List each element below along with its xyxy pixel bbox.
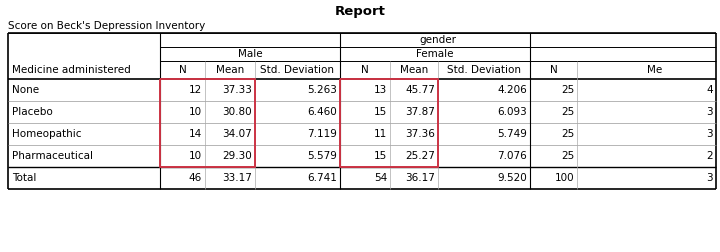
Text: 46: 46 bbox=[189, 173, 202, 183]
Text: 36.17: 36.17 bbox=[405, 173, 435, 183]
Text: 37.33: 37.33 bbox=[222, 85, 252, 95]
Text: 25: 25 bbox=[561, 129, 574, 139]
Text: 3: 3 bbox=[706, 173, 713, 183]
Text: 5.263: 5.263 bbox=[307, 85, 337, 95]
Text: 25.27: 25.27 bbox=[405, 151, 435, 161]
Text: 5.579: 5.579 bbox=[307, 151, 337, 161]
Text: 12: 12 bbox=[189, 85, 202, 95]
Text: Total: Total bbox=[12, 173, 37, 183]
Text: 5.749: 5.749 bbox=[497, 129, 527, 139]
Text: 6.741: 6.741 bbox=[307, 173, 337, 183]
Text: Male: Male bbox=[238, 49, 262, 59]
Text: N: N bbox=[549, 65, 557, 75]
Text: Mean: Mean bbox=[216, 65, 244, 75]
Text: 29.30: 29.30 bbox=[222, 151, 252, 161]
Text: Report: Report bbox=[335, 5, 385, 17]
Text: 4.206: 4.206 bbox=[498, 85, 527, 95]
Text: None: None bbox=[12, 85, 39, 95]
Text: 9.520: 9.520 bbox=[498, 173, 527, 183]
Text: N: N bbox=[361, 65, 369, 75]
Text: 3: 3 bbox=[706, 107, 713, 117]
Text: Medicine administered: Medicine administered bbox=[12, 65, 131, 75]
Text: 7.119: 7.119 bbox=[307, 129, 337, 139]
Text: 15: 15 bbox=[374, 107, 387, 117]
Text: Pharmaceutical: Pharmaceutical bbox=[12, 151, 93, 161]
Text: 4: 4 bbox=[706, 85, 713, 95]
Text: 33.17: 33.17 bbox=[222, 173, 252, 183]
Text: 11: 11 bbox=[374, 129, 387, 139]
Text: Std. Deviation: Std. Deviation bbox=[447, 65, 521, 75]
Text: 37.87: 37.87 bbox=[405, 107, 435, 117]
Text: 25: 25 bbox=[561, 151, 574, 161]
Text: 3: 3 bbox=[706, 129, 713, 139]
Text: 15: 15 bbox=[374, 151, 387, 161]
Text: 45.77: 45.77 bbox=[405, 85, 435, 95]
Text: 13: 13 bbox=[374, 85, 387, 95]
Text: 25: 25 bbox=[561, 107, 574, 117]
Text: 6.093: 6.093 bbox=[498, 107, 527, 117]
Text: 30.80: 30.80 bbox=[222, 107, 252, 117]
Text: Me: Me bbox=[647, 65, 662, 75]
Text: Mean: Mean bbox=[400, 65, 428, 75]
Text: 54: 54 bbox=[374, 173, 387, 183]
Text: 7.076: 7.076 bbox=[498, 151, 527, 161]
Text: gender: gender bbox=[420, 35, 456, 45]
Text: Placebo: Placebo bbox=[12, 107, 53, 117]
Text: N: N bbox=[179, 65, 186, 75]
Text: 2: 2 bbox=[706, 151, 713, 161]
Text: Score on Beck's Depression Inventory: Score on Beck's Depression Inventory bbox=[8, 21, 205, 31]
Text: Homeopathic: Homeopathic bbox=[12, 129, 81, 139]
Text: 10: 10 bbox=[189, 151, 202, 161]
Text: Female: Female bbox=[416, 49, 454, 59]
Text: 6.460: 6.460 bbox=[307, 107, 337, 117]
Text: 14: 14 bbox=[189, 129, 202, 139]
Text: Std. Deviation: Std. Deviation bbox=[261, 65, 335, 75]
Text: 25: 25 bbox=[561, 85, 574, 95]
Text: 37.36: 37.36 bbox=[405, 129, 435, 139]
Text: 100: 100 bbox=[554, 173, 574, 183]
Text: 34.07: 34.07 bbox=[222, 129, 252, 139]
Text: 10: 10 bbox=[189, 107, 202, 117]
